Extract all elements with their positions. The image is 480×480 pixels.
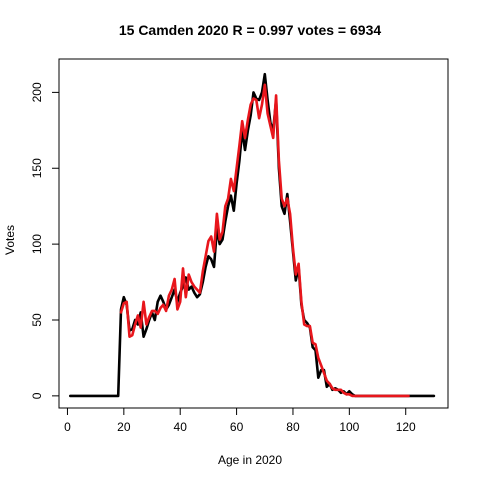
x-tick-label: 80 (286, 420, 300, 434)
x-tick-label: 20 (117, 420, 131, 434)
x-axis: 0 20 40 60 80 100 120 (64, 407, 416, 434)
y-tick-label: 0 (30, 392, 44, 399)
x-tick-label: 100 (339, 420, 359, 434)
y-tick-label: 50 (30, 313, 44, 327)
x-tick-label: 120 (396, 420, 416, 434)
y-tick-label: 100 (30, 234, 44, 254)
x-tick-label: 0 (64, 420, 71, 434)
x-tick-label: 60 (230, 420, 244, 434)
y-tick-label: 150 (30, 158, 44, 178)
series-layer (69, 72, 436, 398)
x-axis-label: Age in 2020 (218, 453, 282, 467)
chart-title: 15 Camden 2020 R = 0.997 votes = 6934 (119, 22, 381, 38)
plot-frame (58, 58, 449, 409)
x-tick-label: 40 (174, 420, 188, 434)
y-axis: 0 50 100 150 200 (30, 82, 60, 399)
y-tick-label: 200 (30, 82, 44, 102)
series-line-2 (119, 83, 410, 398)
series-line-1 (69, 72, 436, 398)
y-axis-label: Votes (3, 225, 17, 255)
